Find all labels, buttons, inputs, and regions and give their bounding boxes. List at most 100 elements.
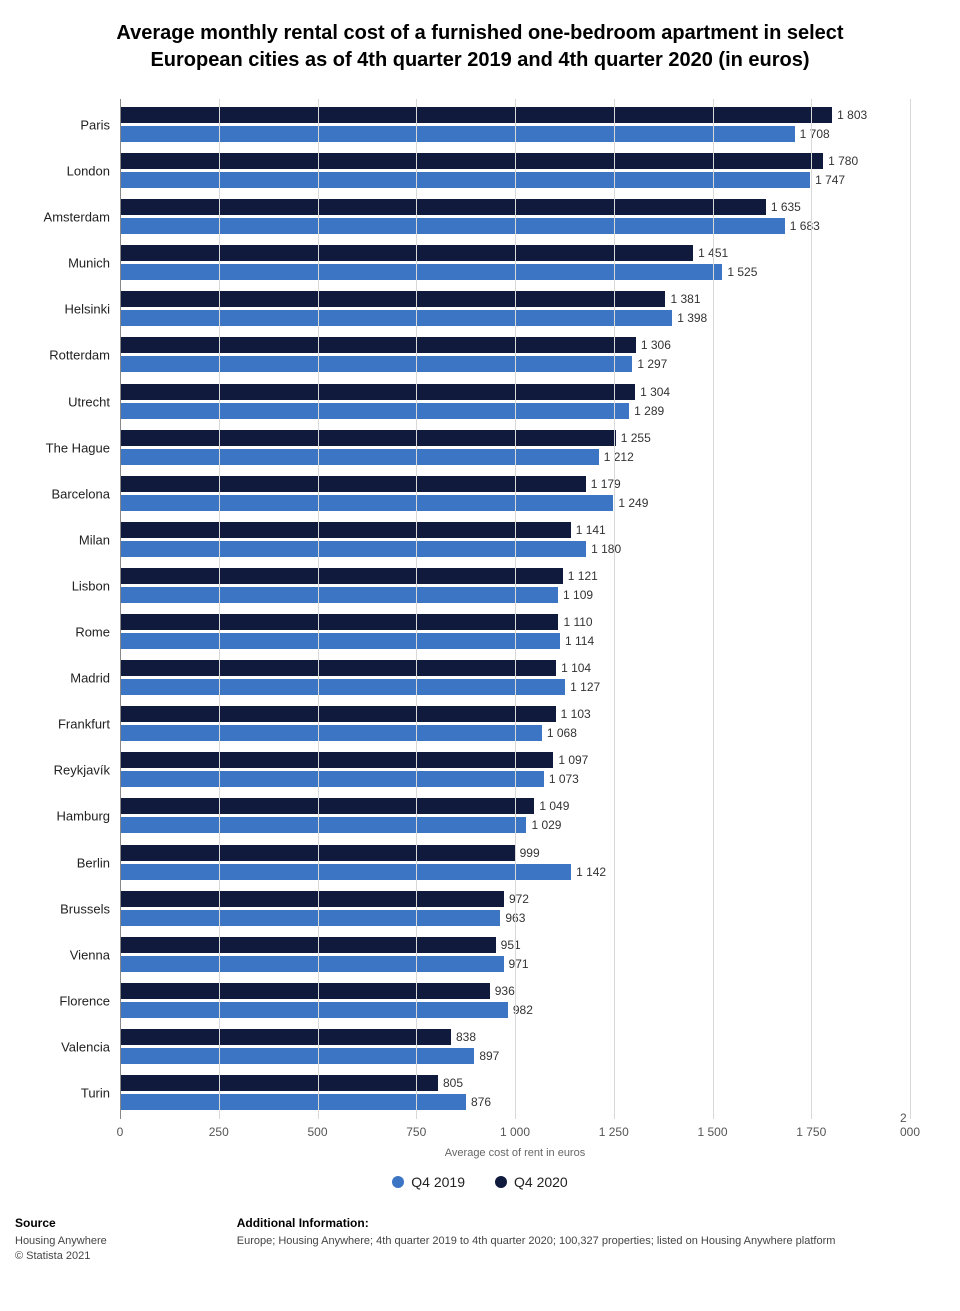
bar-q4-2019[interactable]: 876 [120,1094,466,1110]
bar-q4-2020[interactable]: 1 103 [120,706,556,722]
bar-value-label: 1 068 [547,726,577,740]
bar-q4-2019[interactable]: 963 [120,910,500,926]
bar-q4-2020[interactable]: 936 [120,983,490,999]
gridline [219,99,220,1119]
bar-value-label: 805 [443,1076,463,1090]
gridline [416,99,417,1119]
bar-q4-2020[interactable]: 805 [120,1075,438,1091]
bar-value-label: 1 179 [591,477,621,491]
bar-q4-2019[interactable]: 1 068 [120,725,542,741]
bar-value-label: 999 [520,846,540,860]
bar-q4-2019[interactable]: 1 142 [120,864,571,880]
gridline [515,99,516,1119]
chart-area: Paris1 8031 708London1 7801 747Amsterdam… [120,99,910,1159]
bar-value-label: 972 [509,892,529,906]
x-tick-label: 250 [209,1125,229,1139]
bar-q4-2019[interactable]: 971 [120,956,504,972]
bar-value-label: 1 109 [563,588,593,602]
bar-q4-2019[interactable]: 1 708 [120,126,795,142]
bar-q4-2020[interactable]: 1 780 [120,153,823,169]
legend-label: Q4 2019 [411,1174,465,1190]
x-tick-label: 1 750 [796,1125,826,1139]
bar-value-label: 1 127 [570,680,600,694]
bar-value-label: 1 708 [800,127,830,141]
city-label: Hamburg [57,809,110,824]
bar-q4-2020[interactable]: 1 110 [120,614,558,630]
legend-label: Q4 2020 [514,1174,568,1190]
legend-swatch-icon [392,1176,404,1188]
bar-value-label: 1 114 [565,634,594,648]
bar-value-label: 1 304 [640,385,670,399]
copyright: © Statista 2021 [15,1249,107,1264]
plot-region: Paris1 8031 708London1 7801 747Amsterdam… [120,99,910,1119]
bar-q4-2019[interactable]: 1 029 [120,817,526,833]
footer-info: Additional Information: Europe; Housing … [237,1215,836,1264]
bar-q4-2020[interactable]: 1 104 [120,660,556,676]
city-label: Rotterdam [49,348,110,363]
bar-q4-2020[interactable]: 1 255 [120,430,616,446]
bar-q4-2019[interactable]: 1 398 [120,310,672,326]
bar-q4-2020[interactable]: 951 [120,937,496,953]
city-label: Lisbon [72,578,110,593]
bar-value-label: 1 683 [790,219,820,233]
bar-q4-2020[interactable]: 1 381 [120,291,665,307]
city-label: Utrecht [68,394,110,409]
bar-value-label: 1 097 [558,753,588,767]
bar-q4-2020[interactable]: 1 635 [120,199,766,215]
city-label: Vienna [70,947,110,962]
gridline [910,99,911,1119]
bar-q4-2019[interactable]: 1 289 [120,403,629,419]
bar-value-label: 1 180 [591,542,621,556]
bar-q4-2019[interactable]: 1 297 [120,356,632,372]
bar-value-label: 1 525 [727,265,757,279]
x-tick-label: 1 000 [500,1125,530,1139]
bar-q4-2019[interactable]: 1 212 [120,449,599,465]
city-label: Reykjavík [54,763,110,778]
bar-q4-2020[interactable]: 972 [120,891,504,907]
city-label: Milan [79,532,110,547]
legend: Q4 2019 Q4 2020 [10,1174,950,1190]
bar-value-label: 1 381 [670,292,700,306]
bar-value-label: 1 049 [539,799,569,813]
city-label: Amsterdam [44,210,110,225]
bar-q4-2020[interactable]: 1 306 [120,337,636,353]
bar-q4-2019[interactable]: 982 [120,1002,508,1018]
x-axis-title: Average cost of rent in euros [120,1147,910,1159]
bar-q4-2020[interactable]: 1 141 [120,522,571,538]
bar-value-label: 1 121 [568,569,598,583]
bar-q4-2020[interactable]: 838 [120,1029,451,1045]
bar-value-label: 1 747 [815,173,845,187]
bar-q4-2019[interactable]: 1 109 [120,587,558,603]
bar-value-label: 1 110 [563,615,592,629]
legend-item-q4-2019[interactable]: Q4 2019 [392,1174,465,1190]
bar-q4-2019[interactable]: 897 [120,1048,474,1064]
bar-q4-2020[interactable]: 1 049 [120,798,534,814]
bar-q4-2019[interactable]: 1 747 [120,172,810,188]
bar-value-label: 971 [509,957,529,971]
bar-value-label: 1 104 [561,661,591,675]
x-tick-label: 1 250 [599,1125,629,1139]
bar-q4-2019[interactable]: 1 073 [120,771,544,787]
bar-value-label: 951 [501,938,521,952]
legend-item-q4-2020[interactable]: Q4 2020 [495,1174,568,1190]
city-label: The Hague [46,440,110,455]
bar-q4-2019[interactable]: 1 127 [120,679,565,695]
bar-q4-2020[interactable]: 1 304 [120,384,635,400]
x-tick-label: 1 500 [697,1125,727,1139]
bar-q4-2020[interactable]: 1 121 [120,568,563,584]
footer: Source Housing Anywhere © Statista 2021 … [10,1215,950,1264]
bar-value-label: 1 635 [771,200,801,214]
city-label: Munich [68,256,110,271]
bar-value-label: 1 398 [677,311,707,325]
bar-q4-2020[interactable]: 1 097 [120,752,553,768]
bar-q4-2019[interactable]: 1 525 [120,264,722,280]
bar-q4-2020[interactable]: 1 451 [120,245,693,261]
bar-q4-2020[interactable]: 1 803 [120,107,832,123]
bar-q4-2019[interactable]: 1 249 [120,495,613,511]
city-label: Barcelona [51,486,110,501]
gridline [120,99,121,1119]
bar-q4-2019[interactable]: 1 114 [120,633,560,649]
bar-q4-2019[interactable]: 1 180 [120,541,586,557]
city-label: Brussels [60,901,110,916]
city-label: Frankfurt [58,717,110,732]
